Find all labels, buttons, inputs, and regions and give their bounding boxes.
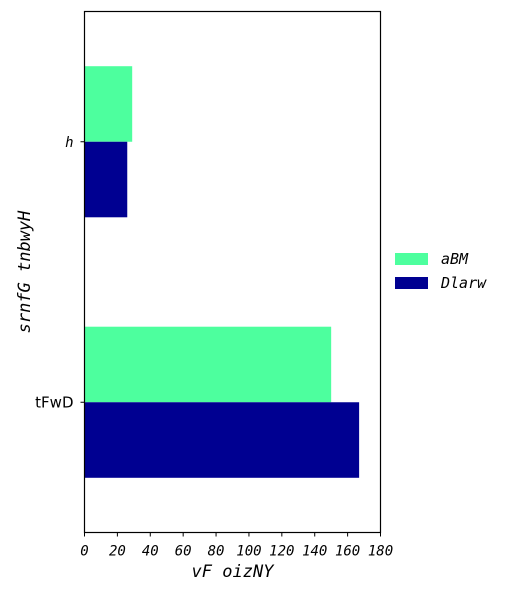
legend-label-aBM: aBM bbox=[441, 250, 469, 268]
legend-label-Dlarw: Dlarw bbox=[440, 274, 487, 292]
bar-aBM-tFwD bbox=[84, 326, 332, 403]
x-tick-label: 0 bbox=[80, 544, 88, 560]
plot-frame bbox=[83, 10, 382, 534]
bars-group bbox=[84, 66, 360, 478]
y-axis-label: srnfG tnbwyH bbox=[15, 210, 35, 334]
legend: aBM Dlarw bbox=[395, 250, 487, 292]
x-axis-label: vF oizNY bbox=[192, 562, 276, 582]
x-tick-label: 160 bbox=[335, 544, 360, 560]
y-tick-label-h: h bbox=[65, 135, 73, 151]
x-tick-label: 100 bbox=[236, 544, 261, 560]
bar-aBM-h bbox=[84, 66, 133, 142]
x-axis-ticks: 0 20 40 60 80 100 120 140 160 180 bbox=[80, 532, 393, 560]
y-axis-ticks: h tFwD bbox=[35, 135, 85, 411]
x-tick-label: 120 bbox=[269, 544, 294, 560]
x-tick-label: 60 bbox=[175, 544, 192, 560]
y-tick-label-tFwD: tFwD bbox=[35, 393, 73, 411]
x-tick-label: 140 bbox=[302, 544, 327, 560]
x-tick-label: 180 bbox=[368, 544, 393, 560]
bar-Dlarw-h bbox=[84, 141, 128, 218]
x-tick-label: 20 bbox=[109, 544, 126, 560]
legend-swatch-aBM bbox=[395, 253, 428, 265]
legend-swatch-Dlarw bbox=[395, 277, 428, 289]
x-tick-label: 80 bbox=[208, 544, 225, 560]
bar-Dlarw-tFwD bbox=[84, 402, 360, 478]
x-tick-label: 40 bbox=[142, 544, 159, 560]
